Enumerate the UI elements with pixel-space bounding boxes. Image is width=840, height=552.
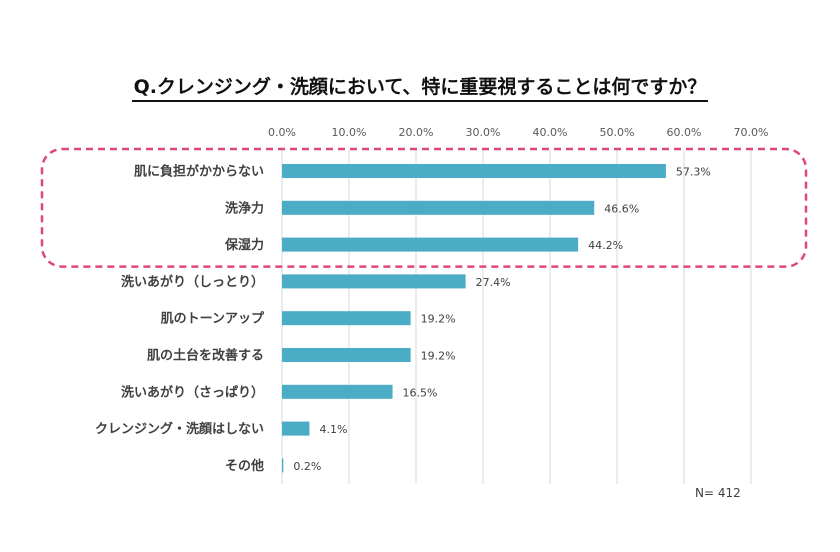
category-label: その他 xyxy=(225,458,264,474)
bar xyxy=(282,311,411,326)
data-label: 57.3% xyxy=(676,166,711,179)
data-label: 44.2% xyxy=(588,239,623,252)
x-tick-label: 60.0% xyxy=(667,126,702,139)
category-label: 肌のトーンアップ xyxy=(161,312,265,327)
x-tick-label: 50.0% xyxy=(600,126,635,139)
bar xyxy=(282,421,310,436)
sample-size-note: N= 412 xyxy=(695,486,741,500)
bar xyxy=(282,274,466,289)
bar xyxy=(282,237,579,252)
data-label: 19.2% xyxy=(421,350,456,363)
x-tick-label: 70.0% xyxy=(734,126,769,139)
category-label: 洗いあがり（さっぱり） xyxy=(121,384,264,400)
x-tick-label: 30.0% xyxy=(466,126,501,139)
category-label: 洗いあがり（しっとり） xyxy=(121,274,264,290)
data-label: 19.2% xyxy=(421,313,456,326)
category-label: 肌の土台を改善する xyxy=(147,348,264,364)
category-label: 肌に負担がかからない xyxy=(134,164,264,180)
category-label: 保湿力 xyxy=(224,237,264,253)
category-label: クレンジング・洗顔はしない xyxy=(95,421,264,437)
x-tick-label: 10.0% xyxy=(332,126,367,139)
x-tick-label: 0.0% xyxy=(268,126,296,139)
data-label: 46.6% xyxy=(604,202,639,215)
chart-title: Q.クレンジング・洗顔において、特に重要視することは何ですか？ xyxy=(0,72,840,102)
bar xyxy=(282,164,666,178)
data-label: 0.2% xyxy=(293,460,321,473)
x-tick-label: 20.0% xyxy=(399,126,434,139)
highlight-box xyxy=(40,147,808,268)
category-label: 洗浄力 xyxy=(225,200,264,216)
data-label: 27.4% xyxy=(476,276,511,289)
data-label: 4.1% xyxy=(319,423,347,436)
bar xyxy=(282,458,284,473)
bar xyxy=(282,384,393,399)
data-label: 16.5% xyxy=(403,386,438,399)
chart-title-text: Q.クレンジング・洗顔において、特に重要視することは何ですか？ xyxy=(131,76,709,102)
bar xyxy=(282,348,411,362)
x-tick-label: 40.0% xyxy=(533,126,568,139)
bar xyxy=(282,200,595,215)
